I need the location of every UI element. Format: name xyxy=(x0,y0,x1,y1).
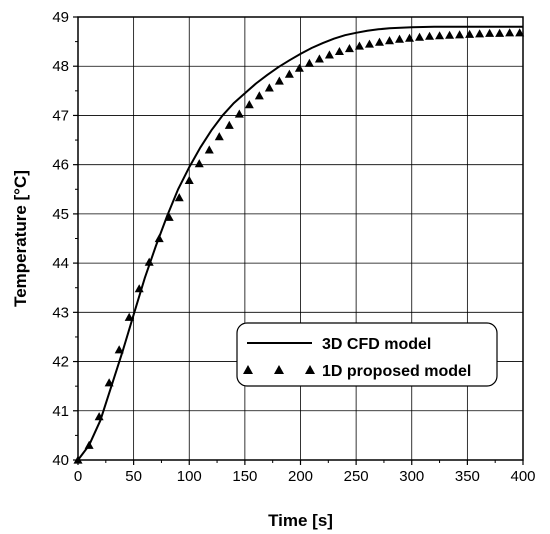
x-tick-label: 50 xyxy=(125,468,142,485)
y-tick-label: 41 xyxy=(52,403,69,420)
data-point-1d xyxy=(354,41,364,50)
data-point-1d xyxy=(124,312,134,321)
data-point-1d xyxy=(314,54,324,63)
data-point-1d xyxy=(374,37,384,46)
y-tick-label: 40 xyxy=(52,452,69,469)
data-point-1d xyxy=(274,76,284,85)
data-point-1d xyxy=(395,34,405,43)
data-point-1d xyxy=(304,58,314,67)
x-tick-label: 250 xyxy=(344,468,369,485)
y-tick-label: 46 xyxy=(52,157,69,174)
y-tick-label: 49 xyxy=(52,9,69,26)
y-axis-title: Temperature [°C] xyxy=(11,170,30,307)
data-point-1d xyxy=(154,234,164,243)
data-point-1d xyxy=(254,91,264,100)
series-layer xyxy=(73,25,525,464)
data-point-1d xyxy=(184,175,194,185)
x-tick-label: 200 xyxy=(288,468,313,485)
y-tick-label: 44 xyxy=(52,255,69,272)
y-tick-label: 47 xyxy=(52,107,69,124)
data-point-1d xyxy=(234,109,244,118)
x-tick-label: 350 xyxy=(455,468,480,485)
y-axis-ticks: 40 41 42 43 44 45 46 47 48 49 xyxy=(52,9,78,469)
data-point-1d xyxy=(264,83,274,92)
data-point-1d xyxy=(204,145,214,154)
legend: 3D CFD model 1D proposed model xyxy=(236,322,498,387)
x-tick-label: 150 xyxy=(232,468,257,485)
data-point-1d xyxy=(114,345,124,354)
grid-layer xyxy=(77,16,524,461)
y-tick-label: 42 xyxy=(52,354,69,371)
data-point-1d xyxy=(134,284,144,293)
legend-triangle-marker xyxy=(243,365,253,374)
data-point-1d xyxy=(174,193,184,202)
x-tick-label: 100 xyxy=(177,468,202,485)
data-point-1d xyxy=(485,28,495,37)
legend-label-1d: 1D proposed model xyxy=(322,363,471,380)
data-point-1d xyxy=(324,50,334,59)
data-point-1d xyxy=(344,44,354,53)
data-point-1d xyxy=(385,36,394,45)
data-point-1d xyxy=(445,30,455,39)
legend-marker-sample xyxy=(243,365,315,374)
data-point-1d xyxy=(465,29,475,38)
x-axis-title: Time [s] xyxy=(268,511,333,530)
data-point-1d xyxy=(495,28,505,37)
data-point-1d xyxy=(144,257,154,266)
series-line-cfd xyxy=(77,25,523,461)
data-point-1d xyxy=(94,412,104,421)
data-point-1d xyxy=(334,46,344,56)
data-point-1d xyxy=(284,69,294,78)
data-point-1d xyxy=(224,120,234,129)
data-point-1d xyxy=(515,28,525,37)
data-point-1d xyxy=(104,378,114,387)
data-point-1d xyxy=(73,455,83,464)
legend-triangle-marker xyxy=(305,365,315,374)
data-point-1d xyxy=(405,33,415,42)
legend-triangle-marker xyxy=(274,365,284,374)
data-point-1d xyxy=(415,32,425,41)
x-axis-ticks: 0 50 100 150 200 250 300 350 400 xyxy=(74,460,536,485)
data-point-1d xyxy=(214,132,224,141)
legend-box xyxy=(236,322,498,387)
y-tick-label: 43 xyxy=(52,304,69,321)
data-point-1d xyxy=(244,100,254,109)
data-point-1d xyxy=(435,31,445,40)
data-point-1d xyxy=(425,31,435,40)
y-tick-label: 48 xyxy=(52,58,69,75)
data-point-1d xyxy=(505,28,515,37)
data-point-1d xyxy=(84,440,94,449)
data-point-1d xyxy=(294,63,304,72)
legend-label-cfd: 3D CFD model xyxy=(322,336,431,353)
data-point-1d xyxy=(475,29,485,38)
data-point-1d xyxy=(164,212,174,221)
data-point-1d xyxy=(194,159,204,168)
x-tick-label: 0 xyxy=(74,468,82,485)
y-tick-label: 45 xyxy=(52,206,69,223)
data-point-1d xyxy=(455,30,465,39)
x-tick-label: 400 xyxy=(510,468,535,485)
data-point-1d xyxy=(364,39,374,48)
x-tick-label: 300 xyxy=(399,468,424,485)
